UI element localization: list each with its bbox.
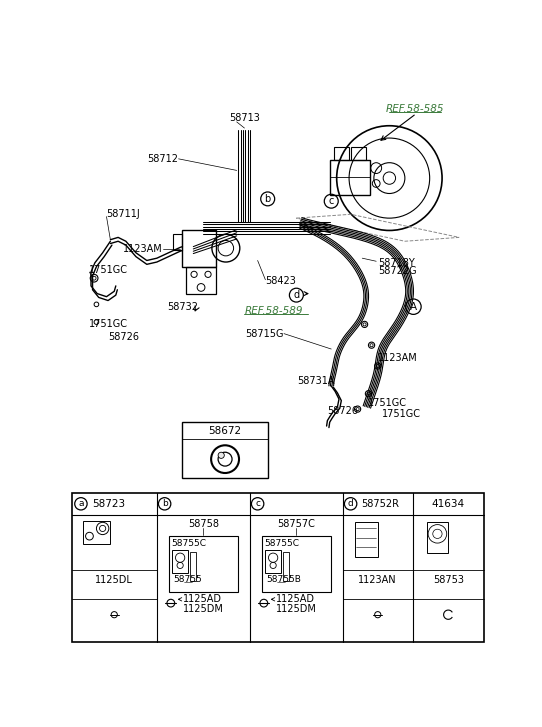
Text: 58711J: 58711J (106, 209, 140, 220)
Circle shape (218, 452, 224, 459)
Text: d: d (293, 290, 299, 300)
Bar (261, 536, 331, 592)
Text: 1751GC: 1751GC (369, 398, 408, 408)
Bar (354, 522, 378, 557)
Text: 58757C: 58757C (278, 519, 315, 529)
Text: 1125AD: 1125AD (276, 594, 315, 604)
Bar (183, 230, 216, 267)
Text: 58715G: 58715G (244, 329, 283, 339)
Text: 58752R: 58752R (362, 499, 399, 509)
Text: 58722G: 58722G (378, 266, 416, 276)
Bar (83, 521, 111, 544)
Bar (169, 536, 238, 592)
Text: 1751GC: 1751GC (89, 265, 128, 275)
Text: 58755C: 58755C (264, 539, 300, 548)
Text: 58726: 58726 (108, 332, 139, 342)
Bar (172, 550, 188, 573)
Text: REF.58-589: REF.58-589 (244, 306, 303, 316)
Text: b: b (264, 194, 271, 204)
Bar (351, 147, 366, 161)
Text: 58713: 58713 (229, 113, 260, 123)
Text: c: c (328, 196, 334, 206)
Bar (173, 233, 183, 251)
Text: 58755C: 58755C (172, 539, 207, 548)
Text: 1123AN: 1123AN (358, 575, 397, 585)
Bar (190, 552, 196, 581)
Text: c: c (255, 499, 260, 508)
Bar (186, 267, 216, 294)
Text: 1123AM: 1123AM (122, 244, 162, 254)
Bar (183, 422, 268, 478)
Bar (427, 522, 448, 553)
Text: 58732: 58732 (167, 302, 198, 312)
Text: 1125AD: 1125AD (183, 594, 222, 604)
Text: 1123AM: 1123AM (378, 353, 417, 364)
Text: 58758: 58758 (188, 519, 219, 529)
Text: 41634: 41634 (432, 499, 465, 509)
Text: 58755B: 58755B (266, 575, 301, 584)
Text: 1125DM: 1125DM (183, 603, 224, 614)
Text: d: d (348, 499, 353, 508)
Text: 58672: 58672 (209, 427, 242, 436)
Bar (330, 161, 370, 195)
Text: 1751GC: 1751GC (89, 319, 128, 329)
Text: 1751GC: 1751GC (382, 409, 421, 419)
Text: 58726: 58726 (327, 406, 358, 416)
Text: REF.58-585: REF.58-585 (386, 104, 444, 114)
Text: 58718Y: 58718Y (378, 258, 415, 268)
Text: 58753: 58753 (433, 575, 464, 585)
Text: 1125DL: 1125DL (95, 575, 133, 585)
Text: 58423: 58423 (266, 276, 296, 286)
Text: 58755: 58755 (173, 575, 202, 584)
Text: 58712: 58712 (147, 154, 178, 164)
Text: 1125DM: 1125DM (276, 603, 317, 614)
Text: 58723: 58723 (92, 499, 125, 509)
Text: A: A (410, 302, 417, 312)
Bar (72, 493, 484, 642)
Text: b: b (162, 499, 167, 508)
Text: a: a (78, 499, 83, 508)
Bar (283, 552, 289, 581)
Text: 58731A: 58731A (298, 377, 335, 386)
Bar (266, 550, 281, 573)
Bar (333, 147, 349, 161)
